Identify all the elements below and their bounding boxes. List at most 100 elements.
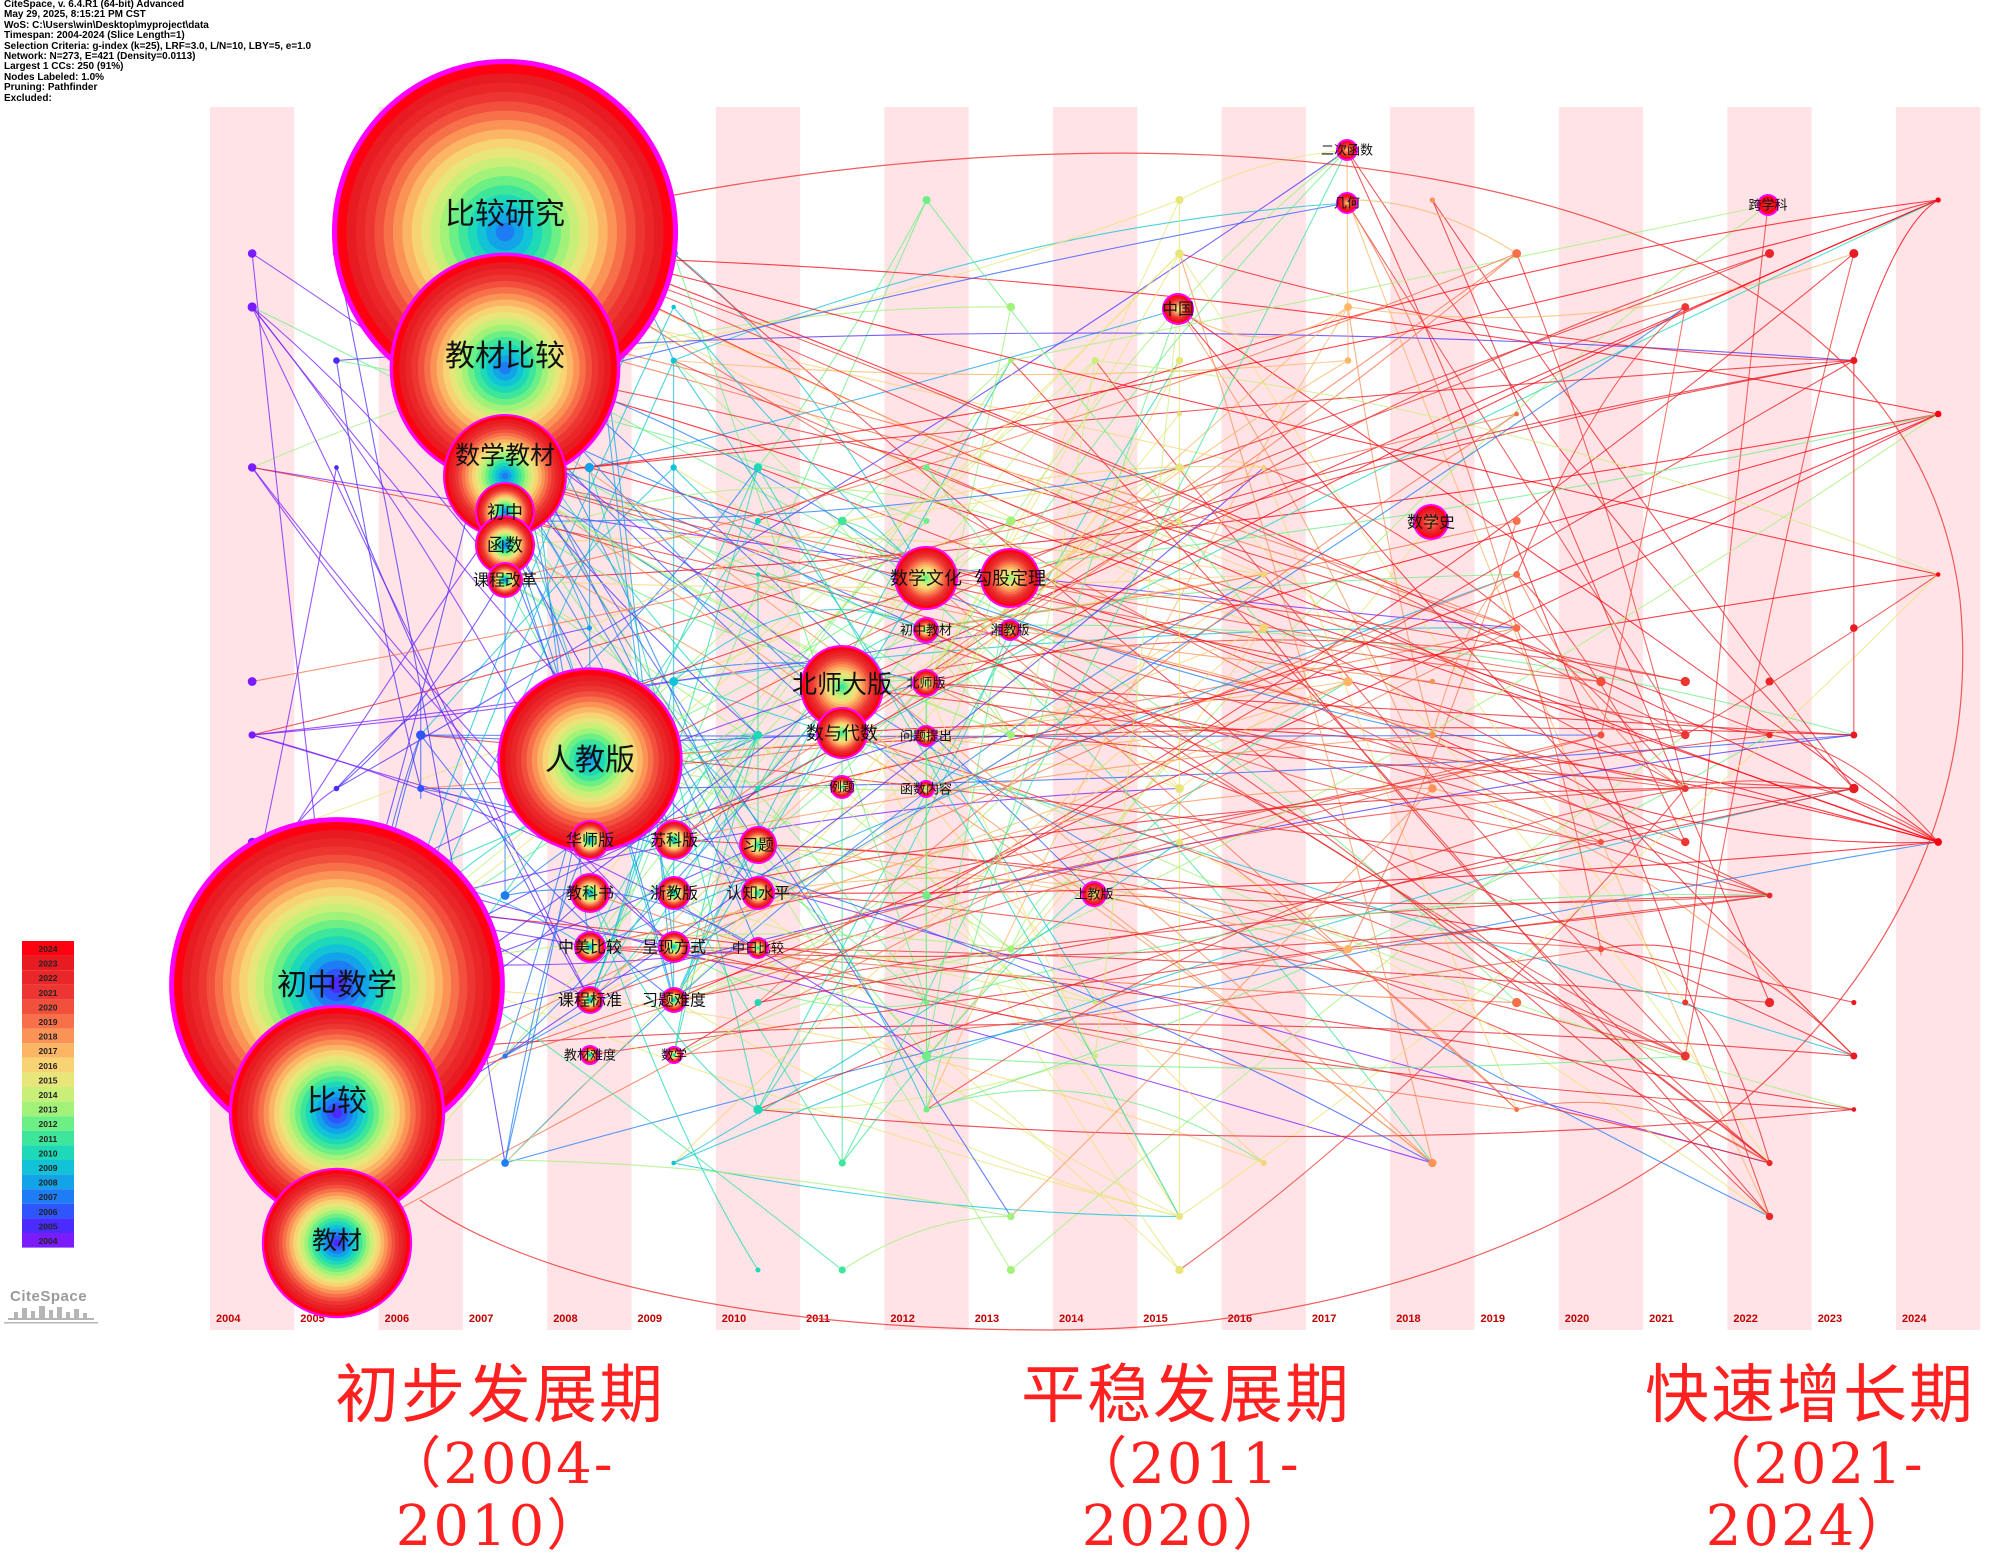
minor-keyword-node [755, 1267, 760, 1272]
minor-keyword-node [1260, 571, 1267, 578]
minor-keyword-node [1429, 732, 1436, 739]
minor-keyword-node [248, 731, 255, 738]
keyword-label: 湘教版 [990, 623, 1029, 639]
legend-year-label: 2013 [39, 1105, 58, 1115]
keyword-label: 课程标准 [558, 991, 622, 1010]
keyword-label: 习题难度 [642, 991, 706, 1010]
minor-keyword-node [1850, 624, 1858, 632]
minor-keyword-node [923, 464, 930, 471]
keyword-label: 数学 [661, 1048, 687, 1064]
keyword-label: 初中 [487, 502, 523, 523]
minor-keyword-node [1007, 1213, 1014, 1220]
legend-year-label: 2022 [39, 973, 58, 983]
year-label: 2006 [385, 1313, 409, 1325]
minor-keyword-node [501, 1159, 509, 1167]
legend-year-label: 2005 [39, 1221, 58, 1231]
year-color-legend: 2024202320222021202020192018201720162015… [22, 941, 74, 1248]
keyword-label: 数学教材 [455, 441, 555, 470]
legend-year-label: 2024 [39, 944, 58, 954]
minor-keyword-node [924, 1000, 929, 1005]
keyword-label: 教材比较 [445, 339, 565, 374]
legend-year-label: 2010 [39, 1148, 58, 1158]
keyword-label: 函数内容 [900, 782, 952, 798]
year-label: 2007 [469, 1313, 493, 1325]
legend-year-label: 2012 [39, 1119, 58, 1129]
minor-keyword-node [1428, 1159, 1436, 1167]
legend-year-label: 2021 [39, 988, 58, 998]
legend-year-label: 2011 [39, 1134, 58, 1144]
year-label: 2023 [1818, 1313, 1842, 1325]
minor-keyword-node [1850, 732, 1857, 739]
minor-keyword-node [1093, 1054, 1097, 1058]
minor-keyword-node [1850, 357, 1857, 364]
minor-keyword-node [1008, 358, 1014, 364]
year-label: 2004 [216, 1313, 241, 1325]
minor-keyword-node [1177, 197, 1183, 203]
minor-keyword-node [839, 1266, 846, 1273]
minor-keyword-node [248, 463, 256, 471]
year-label: 2017 [1312, 1313, 1336, 1325]
minor-keyword-node [1175, 1266, 1183, 1274]
minor-keyword-node [1344, 945, 1352, 953]
minor-keyword-node [1681, 303, 1689, 311]
minor-keyword-node [1176, 838, 1183, 845]
minor-keyword-node [248, 249, 257, 258]
minor-keyword-node [671, 1161, 676, 1166]
legend-year-label: 2008 [39, 1178, 58, 1188]
minor-keyword-node [1261, 465, 1266, 470]
minor-keyword-node [669, 677, 678, 686]
legend-year-label: 2018 [39, 1032, 58, 1042]
keyword-label: 教材 [312, 1226, 362, 1255]
minor-keyword-node [1007, 1266, 1015, 1274]
legend-year-label: 2015 [39, 1075, 58, 1085]
minor-keyword-node [1007, 945, 1014, 952]
minor-keyword-node [1513, 517, 1521, 525]
minor-keyword-node [671, 358, 677, 364]
legend-year-label: 2019 [39, 1017, 58, 1027]
period-early: 初步发展期 （2004-2010） [300, 1358, 700, 1558]
co-occurrence-link [1347, 150, 1348, 361]
minor-keyword-node [1765, 998, 1774, 1007]
period-stable-name: 平稳发展期 [986, 1358, 1386, 1434]
minor-keyword-node [754, 999, 761, 1006]
minor-keyword-node [1767, 1160, 1773, 1166]
minor-keyword-node [1849, 784, 1858, 793]
keyword-label: 浙教版 [650, 884, 698, 903]
citespace-logo: CiteSpace [4, 1288, 100, 1332]
minor-keyword-node [923, 1106, 929, 1112]
keyword-label: 跨学科 [1748, 198, 1787, 214]
minor-keyword-node [1345, 357, 1352, 364]
period-stable: 平稳发展期 （2011-2020） [986, 1358, 1386, 1558]
minor-keyword-node [1766, 732, 1772, 738]
keyword-label: 北师大版 [792, 670, 892, 699]
minor-keyword-node [1007, 303, 1015, 311]
period-early-name: 初步发展期 [300, 1358, 700, 1434]
minor-keyword-node [1177, 412, 1182, 417]
keyword-label: 中美比较 [558, 938, 622, 957]
legend-year-label: 2007 [39, 1192, 58, 1202]
minor-keyword-node [1850, 1053, 1857, 1060]
minor-keyword-node [1009, 786, 1014, 791]
legend-year-label: 2016 [39, 1061, 58, 1071]
minor-keyword-node [587, 625, 592, 630]
minor-keyword-node [334, 786, 340, 792]
keyword-label: 华师版 [566, 831, 614, 850]
year-label: 2008 [553, 1313, 577, 1325]
keyword-label: 上教版 [1074, 887, 1113, 903]
legend-year-label: 2004 [39, 1236, 58, 1246]
minor-keyword-node [1765, 249, 1774, 258]
keyword-label: 勾股定理 [974, 568, 1046, 589]
minor-keyword-node [838, 517, 847, 526]
minor-keyword-node [922, 1051, 931, 1060]
minor-keyword-node [1682, 999, 1688, 1005]
minor-keyword-node [1935, 197, 1940, 202]
minor-keyword-node [1514, 625, 1519, 630]
keyword-label: 课程改革 [473, 571, 537, 590]
year-stripe-2024 [1896, 107, 1980, 1330]
minor-keyword-node [755, 786, 760, 791]
minor-keyword-node [1007, 731, 1015, 739]
keyword-label: 苏科版 [650, 831, 698, 850]
legend-year-label: 2009 [39, 1163, 58, 1173]
year-label: 2014 [1059, 1313, 1084, 1325]
